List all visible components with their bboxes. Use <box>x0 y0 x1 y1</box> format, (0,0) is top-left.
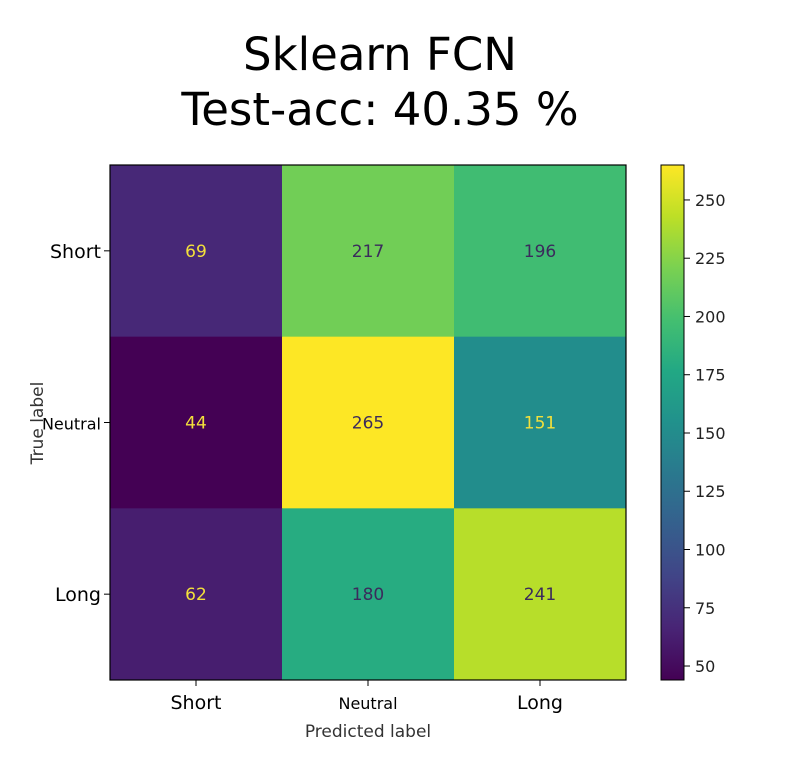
colorbar-tick-label-1: 75 <box>695 599 715 618</box>
y-axis-label: True label <box>28 382 48 466</box>
colorbar-tick-label-8: 250 <box>695 191 726 210</box>
x-axis-ticks: Short Neutral Long <box>171 680 563 714</box>
colorbar-ticks: 50 75 100 125 150 175 200 225 250 <box>684 191 726 676</box>
y-tick-label-0: Short <box>50 241 101 263</box>
colorbar-tick-label-0: 50 <box>695 657 715 676</box>
y-tick-label-1: Neutral <box>42 415 101 434</box>
x-tick-label-2: Long <box>517 692 563 714</box>
y-tick-label-2: Long <box>55 584 101 606</box>
colorbar-tick-label-2: 100 <box>695 541 726 560</box>
colorbar-tick-label-3: 125 <box>695 482 726 501</box>
heatmap-cell-r0-c2 <box>454 165 627 338</box>
cell-value-r0-c0: 69 <box>185 242 207 262</box>
cell-value-r1-c0: 44 <box>185 414 207 434</box>
heatmap-cell-r2-c1 <box>282 508 455 681</box>
chart-title-line1: Sklearn FCN <box>243 28 517 81</box>
heatmap-cell-r1-c1 <box>282 336 455 509</box>
cell-value-r2-c1: 180 <box>352 585 384 605</box>
heatmap-cell-r0-c1 <box>282 165 455 338</box>
heatmap-cell-r1-c2 <box>454 336 627 509</box>
colorbar-tick-label-7: 225 <box>695 249 726 268</box>
heatmap-cell-r1-c0 <box>110 336 283 509</box>
cell-value-r0-c2: 196 <box>524 242 556 262</box>
cell-value-r0-c1: 217 <box>352 242 384 262</box>
x-axis-label: Predicted label <box>305 722 431 742</box>
y-axis-ticks: Short Neutral Long <box>42 241 110 606</box>
heatmap-cell-r0-c0 <box>110 165 283 338</box>
colorbar-tick-label-4: 150 <box>695 424 726 443</box>
heatmap-cell-r2-c0 <box>110 508 283 681</box>
heatmap-cells: 69 217 196 44 265 151 62 180 241 <box>110 165 627 681</box>
heatmap-cell-r2-c2 <box>454 508 627 681</box>
cell-value-r2-c0: 62 <box>185 585 207 605</box>
x-tick-label-0: Short <box>171 692 222 714</box>
x-tick-label-1: Neutral <box>338 694 397 713</box>
colorbar-tick-label-5: 175 <box>695 366 726 385</box>
chart-title-line2: Test-acc: 40.35 % <box>180 83 578 136</box>
cell-value-r1-c1: 265 <box>352 414 384 434</box>
cell-value-r1-c2: 151 <box>524 414 556 434</box>
cell-value-r2-c2: 241 <box>524 585 556 605</box>
colorbar-tick-label-6: 200 <box>695 307 726 326</box>
colorbar <box>660 164 685 681</box>
